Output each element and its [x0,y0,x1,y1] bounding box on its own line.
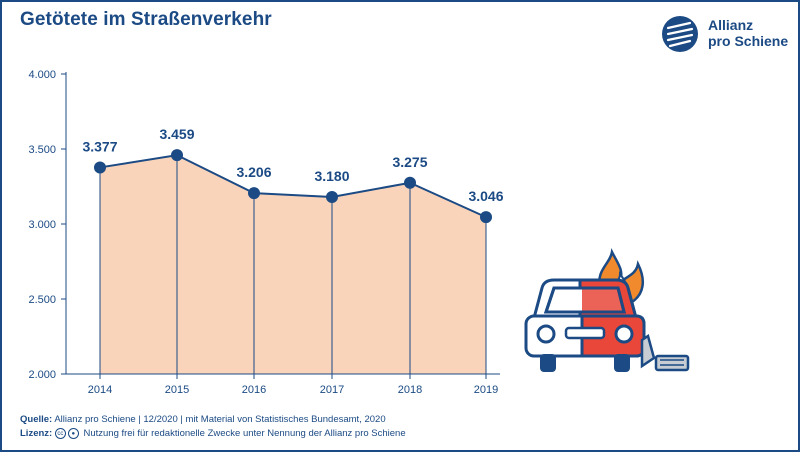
series-line [99,154,487,219]
data-point [480,211,492,224]
x-tick-label: 2015 [165,384,189,396]
data-label: 3.046 [468,188,503,204]
y-tick-label: 2.000 [28,369,56,381]
allianz-logo-icon [662,16,698,52]
data-label: 3.275 [392,154,427,170]
data-label: 3.459 [159,126,194,142]
source-note: Quelle: Allianz pro Schiene | 12/2020 | … [20,414,386,425]
x-tick-label: 2014 [88,384,112,396]
y-tick-label: 3.500 [28,144,56,156]
burning-car-icon [524,248,690,372]
data-point [326,191,338,203]
data-point [94,161,106,174]
data-point [248,187,260,200]
x-tick-label: 2017 [320,384,344,396]
logo-text: Allianz pro Schiene [708,17,788,49]
data-point [171,149,183,162]
x-tick-label: 2018 [398,384,422,396]
chart-title: Getötete im Straßenverkehr [20,9,272,30]
area-fill [100,155,486,374]
y-tick-label: 3.000 [28,219,56,231]
data-label: 3.180 [314,168,349,184]
source-label: Quelle: [20,414,53,425]
logo-line1: Allianz [708,17,754,33]
y-tick-label: 4.000 [28,69,56,81]
source-text: Allianz pro Schiene | 12/2020 | mit Mate… [54,414,386,425]
y-tick-label: 2.500 [28,294,56,306]
license-note: Lizenz: cc ● Nutzung frei für redaktionel… [20,428,406,439]
logo-line2: pro Schiene [708,33,789,49]
license-label: Lizenz: [20,428,53,440]
cc-icon: cc [54,428,66,439]
by-icon: ● [67,428,79,439]
x-tick-label: 2016 [242,384,266,396]
x-tick-label: 2019 [474,384,498,396]
data-label: 3.377 [82,138,117,154]
license-text: Nutzung frei für redaktionelle Zwecke un… [83,428,406,440]
data-label: 3.206 [236,164,271,180]
data-point [404,176,416,189]
